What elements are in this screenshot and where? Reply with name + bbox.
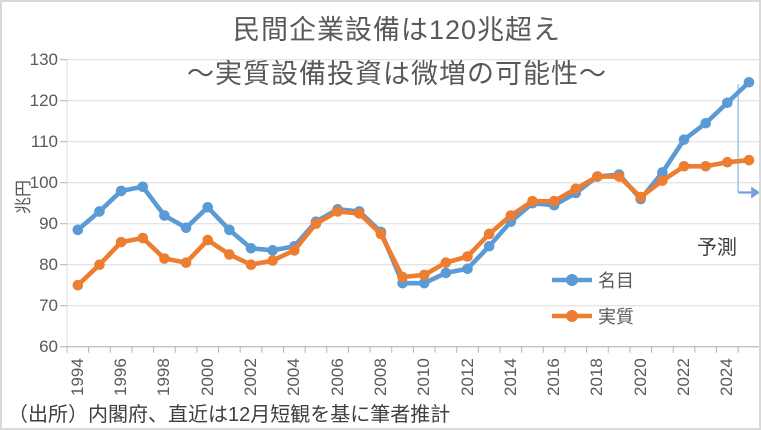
data-point-実質-1999 [180, 257, 192, 268]
data-point-名目-2012 [462, 263, 473, 275]
data-point-名目-2022 [678, 134, 690, 145]
data-point-実質-2021 [657, 175, 668, 186]
data-point-実質-1995 [94, 259, 105, 271]
data-point-実質-2022 [678, 161, 690, 172]
data-point-実質-1996 [115, 236, 127, 248]
legend-item-real: 実質 [551, 304, 634, 327]
data-point-名目-1996 [115, 185, 127, 197]
data-point-名目-2010 [418, 277, 430, 289]
data-point-実質-1994 [72, 279, 84, 291]
data-point-実質-2005 [310, 218, 322, 229]
y-tick-label-100: 100 [29, 172, 58, 192]
y-tick-label-90: 90 [39, 213, 58, 233]
x-tick-label-2006: 2006 [327, 358, 347, 396]
data-point-実質-2019 [613, 171, 625, 182]
data-point-実質-1997 [137, 232, 149, 244]
forecast-annotation: 予測 [697, 237, 737, 259]
legend: 名目 実質 [551, 268, 634, 327]
data-point-実質-2015 [527, 195, 538, 207]
chart-title-line2: ～実質設備投資は微増の可能性～ [187, 59, 607, 89]
x-tick-label-2012: 2012 [457, 358, 477, 396]
data-point-名目-1998 [159, 210, 170, 221]
data-point-実質-2010 [418, 269, 430, 281]
legend-label-real: 実質 [598, 306, 634, 327]
x-tick-label-2024: 2024 [717, 358, 737, 396]
data-point-実質-2009 [397, 271, 408, 283]
data-point-名目-2024 [722, 97, 733, 109]
data-point-実質-2025 [743, 154, 755, 166]
data-point-実質-2017 [570, 183, 582, 195]
data-point-実質-1998 [159, 253, 170, 264]
y-tick-label-60: 60 [39, 336, 58, 356]
data-point-名目-1995 [94, 206, 105, 217]
data-point-実質-2004 [289, 245, 300, 256]
y-tick-label-80: 80 [39, 254, 58, 274]
x-tick-label-2020: 2020 [630, 358, 650, 396]
y-tick-label-120: 120 [29, 90, 58, 110]
data-point-実質-2013 [483, 228, 495, 240]
data-point-名目-2001 [224, 224, 235, 236]
data-point-実質-2024 [722, 156, 733, 168]
legend-label-nominal: 名目 [598, 270, 634, 291]
nominal-legend-marker [552, 273, 592, 286]
data-point-名目-1997 [137, 181, 149, 193]
y-tick-label-130: 130 [29, 49, 58, 69]
data-point-実質-2000 [202, 234, 214, 246]
y-tick-label-70: 70 [39, 295, 58, 315]
x-tick-label-2018: 2018 [587, 358, 607, 396]
data-point-実質-2018 [592, 171, 603, 182]
forecast-arrow-head [751, 186, 759, 199]
data-point-名目-1999 [180, 222, 192, 234]
data-point-名目-2021 [657, 167, 668, 178]
real-legend-marker [552, 309, 592, 322]
data-point-名目-2002 [245, 243, 257, 254]
data-point-実質-2001 [224, 249, 235, 260]
x-tick-label-1998: 1998 [154, 358, 174, 396]
x-tick-label-2008: 2008 [370, 358, 390, 396]
data-point-名目-1994 [72, 224, 84, 236]
x-tick-label-1994: 1994 [67, 358, 87, 396]
x-tick-label-2014: 2014 [500, 358, 520, 396]
x-tick-label-1996: 1996 [111, 358, 131, 396]
data-point-名目-2023 [700, 117, 711, 129]
y-tick-label-110: 110 [30, 131, 58, 151]
x-tick-label-2010: 2010 [414, 358, 434, 396]
data-point-実質-2011 [440, 257, 452, 268]
x-tick-label-2002: 2002 [241, 358, 261, 396]
data-point-名目-2003 [267, 245, 278, 256]
data-point-名目-2011 [440, 267, 452, 279]
data-point-名目-2025 [743, 76, 755, 88]
source-note: （出所）内閣府、直近は12月短観を基に筆者推計 [8, 404, 451, 426]
data-point-実質-2003 [267, 255, 278, 266]
data-point-実質-2008 [375, 228, 387, 240]
data-point-実質-2012 [462, 251, 473, 262]
data-point-実質-2014 [505, 210, 517, 221]
data-point-実質-2002 [245, 259, 257, 271]
chart-title-line1: 民間企業設備は120兆超え [232, 15, 562, 45]
data-point-実質-2023 [700, 161, 711, 172]
data-point-実質-2020 [635, 191, 647, 203]
data-point-実質-2006 [332, 206, 343, 217]
data-point-実質-2007 [353, 208, 365, 219]
data-point-名目-2000 [202, 202, 214, 213]
x-tick-label-2000: 2000 [197, 358, 217, 396]
x-tick-label-2022: 2022 [674, 358, 694, 396]
legend-item-nominal: 名目 [551, 268, 634, 291]
data-point-名目-2013 [483, 240, 495, 252]
x-tick-label-2004: 2004 [284, 358, 304, 396]
x-tick-label-2016: 2016 [544, 358, 564, 396]
data-point-実質-2016 [548, 195, 560, 207]
